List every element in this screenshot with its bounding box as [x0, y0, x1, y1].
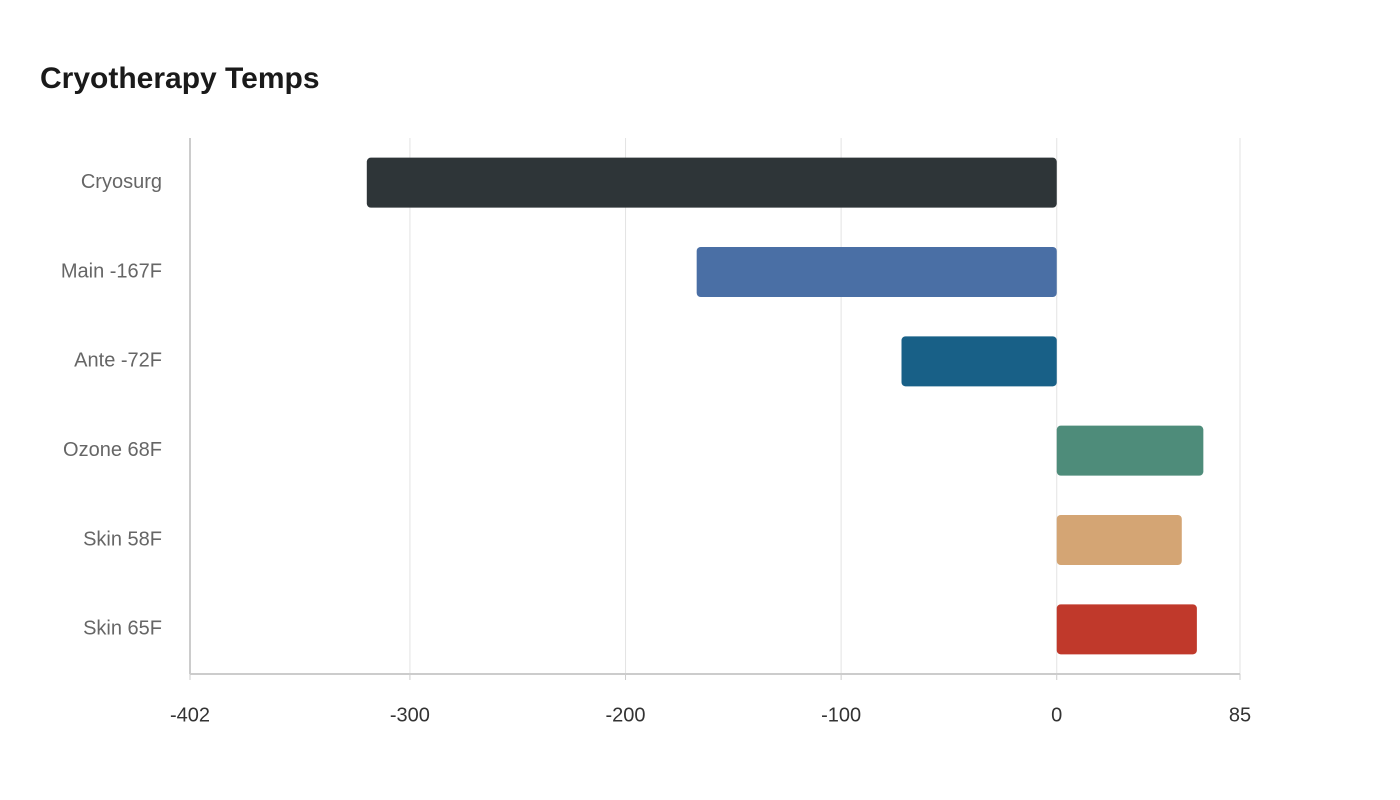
y-tick-label: Ante -72F	[74, 350, 162, 372]
x-tick-label: -200	[606, 704, 646, 726]
x-tick-label: 85	[1229, 704, 1251, 726]
y-tick-label: Ozone 68F	[63, 439, 162, 461]
y-tick-label: Main -167F	[61, 260, 162, 282]
bar	[696, 247, 1057, 297]
y-tick-label: Skin 58F	[83, 528, 162, 550]
x-tick-label: 0	[1051, 704, 1062, 726]
x-tick-label: -402	[170, 704, 210, 726]
y-tick-label: Skin 65F	[83, 618, 162, 640]
y-tick-label: Cryosurg	[81, 171, 162, 193]
bar	[1056, 425, 1204, 476]
bar	[901, 336, 1057, 387]
bar	[1056, 515, 1182, 565]
chart-title: Cryotherapy Temps	[40, 62, 320, 95]
bar	[1056, 604, 1197, 655]
x-tick-label: -300	[390, 704, 430, 726]
x-tick-label: -100	[821, 704, 861, 726]
bar	[366, 157, 1057, 208]
